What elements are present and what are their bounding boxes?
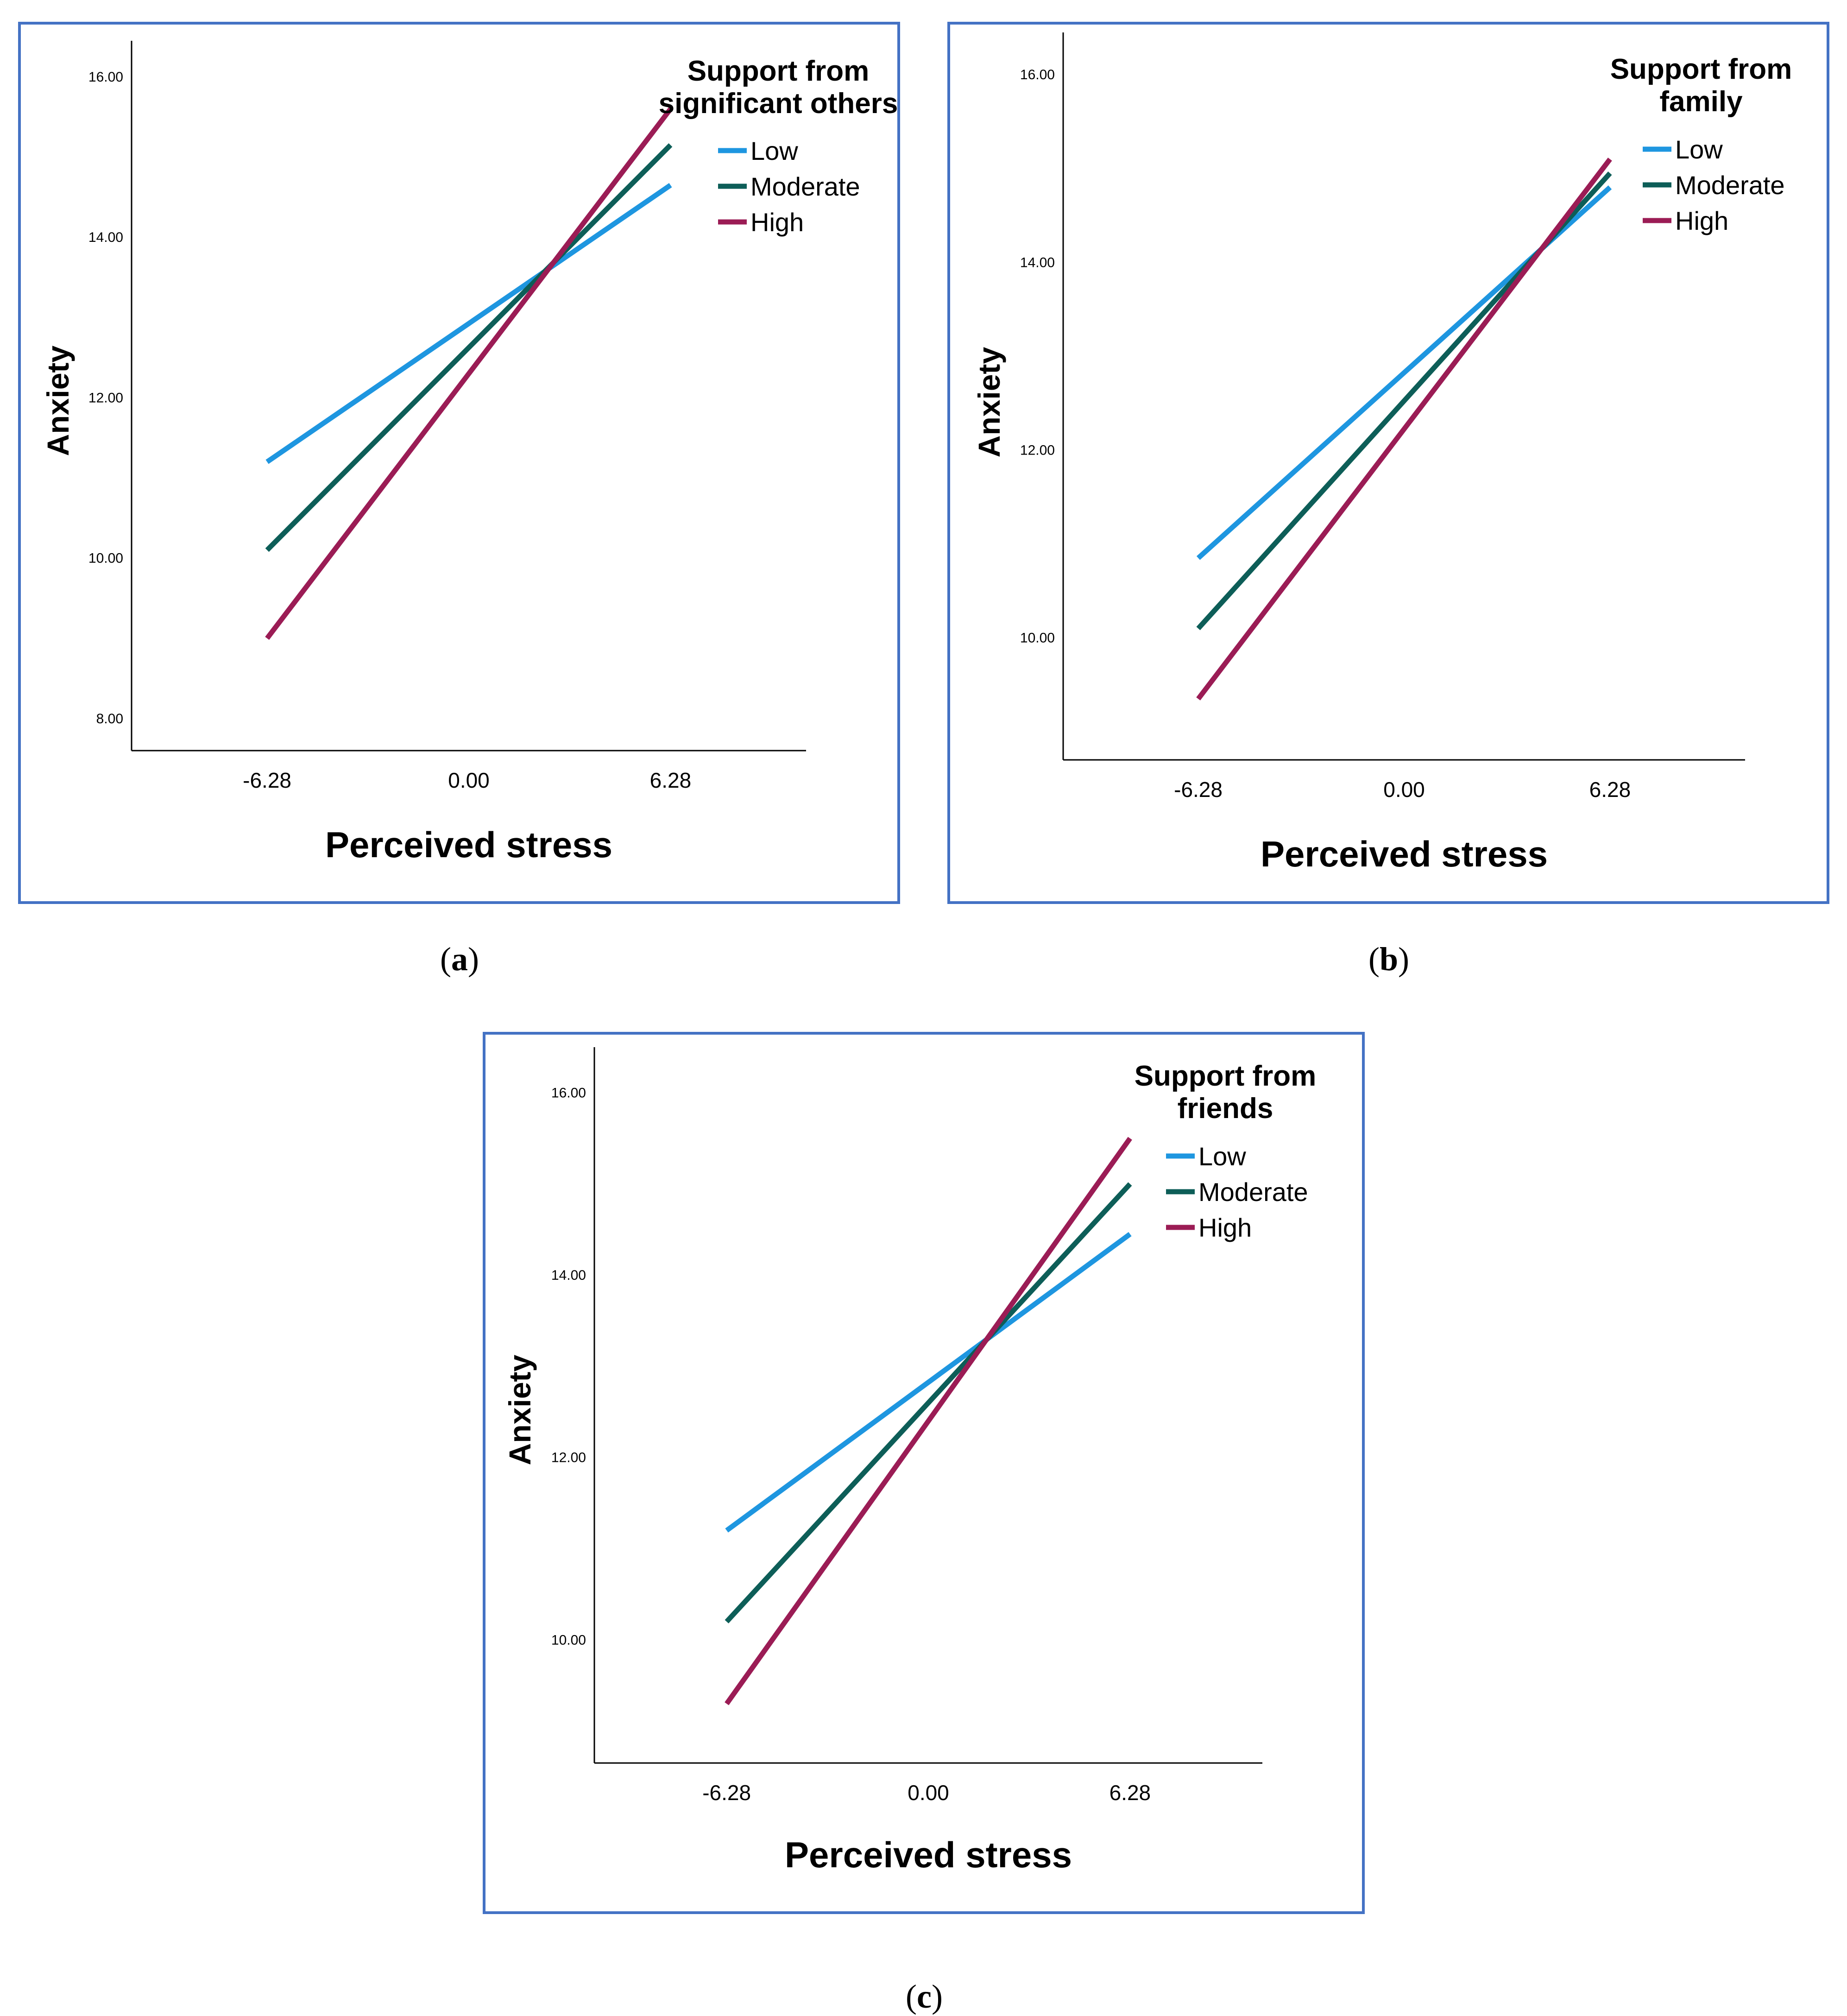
panel-frame — [947, 22, 1829, 904]
x-tick-label: -6.28 — [243, 768, 291, 792]
y-tick-labels: 8.00 10.00 12.00 14.00 16.00 — [88, 70, 123, 727]
y-axis-label: Anxiety — [503, 1355, 537, 1466]
legend-entry-moderate: Moderate — [750, 172, 860, 201]
y-tick-label: 10.00 — [1020, 631, 1055, 646]
series-line-high — [725, 1137, 1132, 1706]
y-tick-label: 16.00 — [551, 1085, 586, 1100]
x-tick-label: 0.00 — [1383, 777, 1425, 802]
x-tick-label: 6.28 — [1589, 777, 1631, 802]
x-tick-label: -6.28 — [702, 1781, 751, 1805]
y-tick-label: 10.00 — [551, 1632, 586, 1648]
y-tick-label: 16.00 — [1020, 67, 1055, 82]
y-tick-label: 14.00 — [88, 230, 123, 245]
series-line-high — [265, 107, 673, 640]
y-axis-label: Anxiety — [41, 346, 75, 456]
series-lines — [1196, 158, 1612, 701]
panel-frame — [18, 22, 900, 904]
legend-entry-moderate: Moderate — [1198, 1177, 1308, 1207]
y-tick-label: 12.00 — [88, 390, 123, 405]
legend-entry-low: Low — [1198, 1142, 1246, 1171]
legend-entry-high: High — [1675, 206, 1728, 235]
series-lines — [725, 1137, 1132, 1706]
series-line-low — [265, 183, 672, 464]
x-axis-label: Perceived stress — [785, 1834, 1072, 1875]
legend-entry-high: High — [750, 208, 804, 237]
series-line-moderate — [265, 143, 673, 552]
y-tick-label: 16.00 — [88, 70, 123, 85]
panel-frame — [483, 1032, 1365, 1914]
y-tick-label: 14.00 — [1020, 255, 1055, 270]
x-tick-labels: -6.28 0.00 6.28 — [1174, 777, 1631, 802]
x-tick-label: -6.28 — [1174, 777, 1223, 802]
x-tick-label: 6.28 — [1109, 1781, 1151, 1805]
series-line-moderate — [725, 1182, 1132, 1624]
y-tick-label: 14.00 — [551, 1268, 586, 1283]
legend-entry-low: Low — [1675, 135, 1723, 164]
caption-letter: a — [451, 941, 468, 978]
panel-caption: (a) — [440, 941, 479, 978]
y-tick-labels: 10.00 12.00 14.00 16.00 — [551, 1085, 586, 1648]
legend-title-line-1: Support from — [1135, 1060, 1317, 1092]
legend-title-line-1: Support from — [1610, 53, 1792, 85]
x-tick-label: 0.00 — [908, 1781, 949, 1805]
x-tick-label: 0.00 — [448, 768, 490, 792]
x-tick-labels: -6.28 0.00 6.28 — [243, 768, 691, 792]
series-lines — [265, 107, 673, 640]
legend-title-line-1: Support from — [687, 55, 870, 87]
caption-letter: b — [1380, 941, 1398, 978]
legend-entry-high: High — [1198, 1213, 1252, 1242]
x-tick-label: 6.28 — [650, 768, 692, 792]
caption-letter: c — [917, 1978, 932, 2015]
y-tick-label: 12.00 — [551, 1450, 586, 1466]
legend-title-line-2: family — [1659, 86, 1743, 118]
legend: Low Moderate High — [1166, 1142, 1308, 1242]
legend: Low Moderate High — [718, 136, 860, 237]
x-axis-label: Perceived stress — [325, 824, 612, 865]
y-tick-labels: 10.00 12.00 14.00 16.00 — [1020, 67, 1055, 645]
panel-caption: (c) — [906, 1978, 943, 2015]
panel-caption: (b) — [1368, 941, 1409, 978]
x-axis-label: Perceived stress — [1261, 834, 1548, 874]
series-line-high — [1196, 158, 1612, 701]
legend-title-line-2: significant others — [659, 88, 898, 120]
legend-entry-moderate: Moderate — [1675, 171, 1785, 200]
legend-title-line-2: friends — [1178, 1093, 1273, 1125]
y-tick-label: 12.00 — [1020, 442, 1055, 458]
x-tick-labels: -6.28 0.00 6.28 — [702, 1781, 1151, 1805]
y-tick-label: 8.00 — [96, 711, 123, 727]
legend-entry-low: Low — [750, 136, 798, 165]
legend: Low Moderate High — [1643, 135, 1785, 235]
series-line-low — [725, 1232, 1132, 1533]
y-axis-label: Anxiety — [972, 347, 1006, 458]
y-tick-label: 10.00 — [88, 551, 123, 566]
